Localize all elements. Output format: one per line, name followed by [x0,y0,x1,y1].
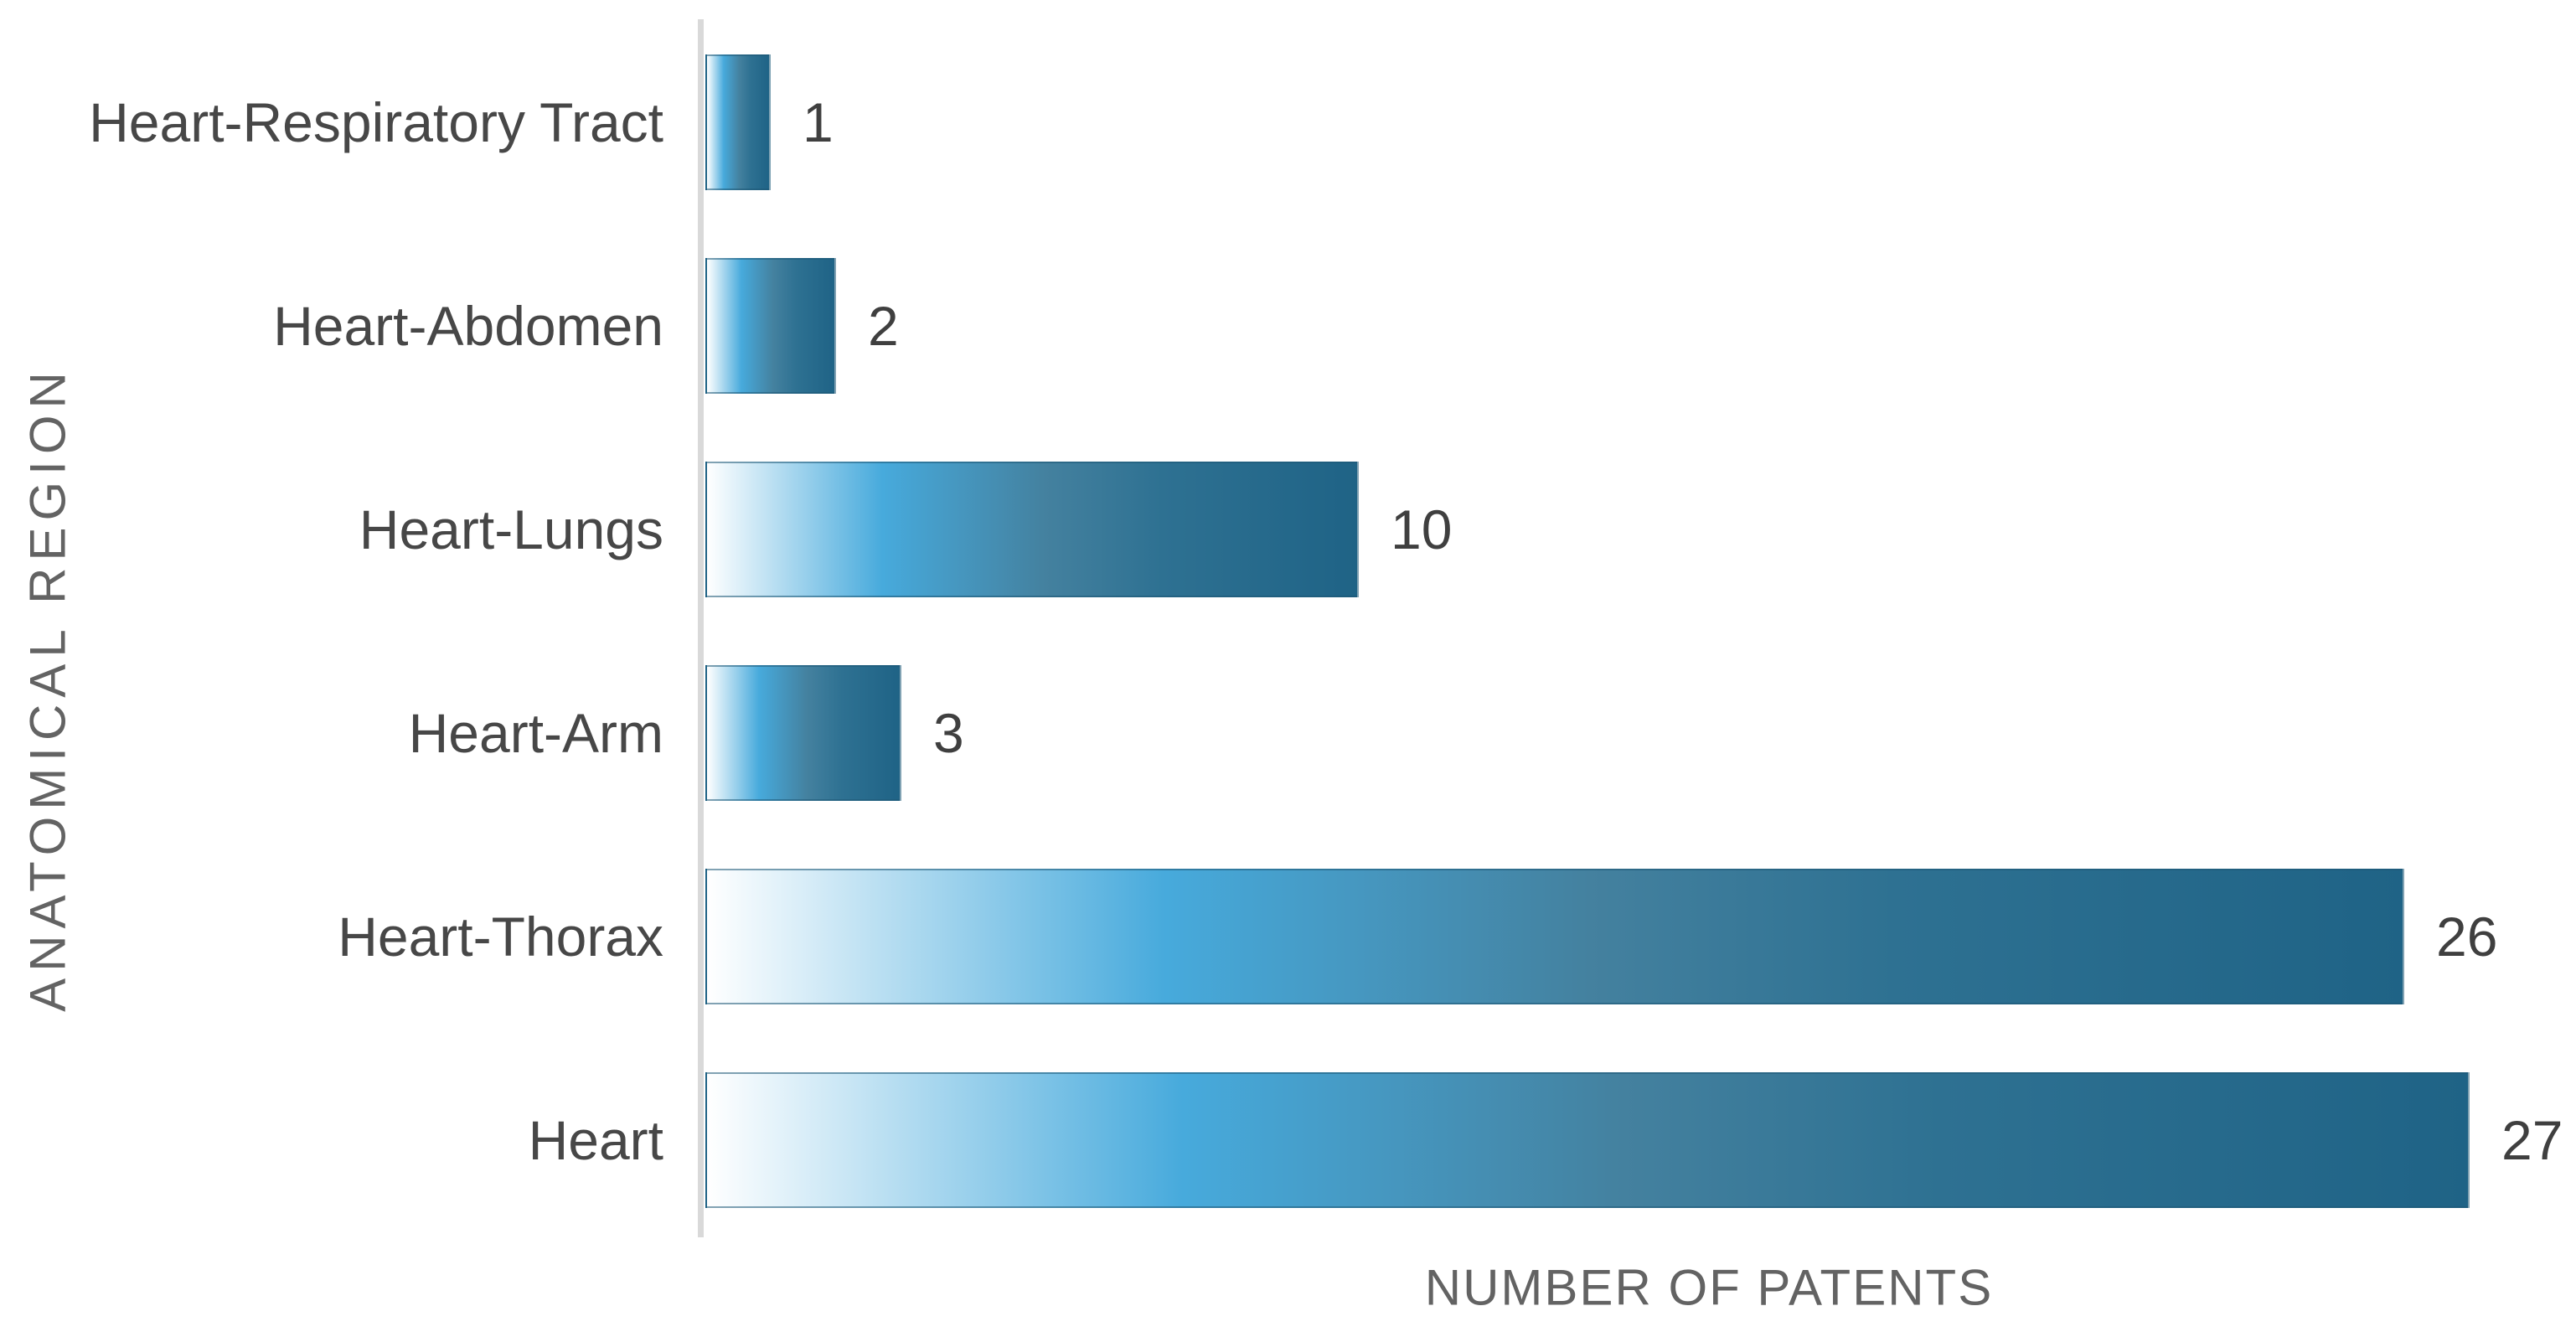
value-label: 2 [868,295,899,357]
value-label: 27 [2501,1109,2563,1171]
y-axis-line [698,19,704,1237]
category-label: Heart [528,1109,663,1171]
x-axis-title: NUMBER OF PATENTS [1424,1259,1994,1316]
bar [705,665,901,801]
bar [705,462,1359,597]
value-label: 10 [1391,498,1453,560]
bar [705,869,2404,1004]
category-label: Heart-Abdomen [273,295,663,357]
value-label: 26 [2436,906,2498,968]
category-label: Heart-Arm [408,702,663,764]
bar [705,1072,2470,1208]
bar [705,258,836,394]
value-label: 3 [933,702,964,764]
category-label: Heart-Respiratory Tract [89,91,663,153]
category-label: Heart-Lungs [359,498,663,560]
bar [705,54,771,190]
category-label: Heart-Thorax [338,906,663,968]
value-label: 1 [803,91,834,153]
